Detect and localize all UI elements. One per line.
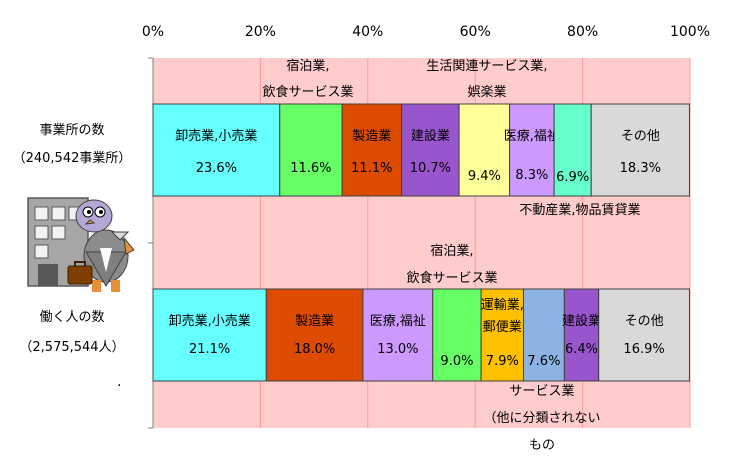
annotations: 宿泊業,飲食サービス業生活関連サービス業,娯楽業不動産業,物品賃貸業宿泊業,飲食… — [262, 58, 640, 453]
pigeon-businessman-illustration — [27, 197, 135, 292]
annotation-label: 宿泊業, — [286, 58, 329, 74]
segment-name-label: その他 — [625, 314, 664, 329]
segment-name-label: 郵便業 — [483, 319, 522, 335]
segment-value-label: 7.6% — [527, 354, 560, 369]
x-tick-label: 60% — [460, 24, 491, 40]
bar-segment — [152, 288, 267, 382]
annotation-label: 不動産業,物品賃貸業 — [519, 202, 640, 218]
segment-value-label: 6.9% — [556, 170, 589, 185]
segment-value-label: 13.0% — [377, 342, 418, 357]
segment-name-label: 製造業 — [295, 313, 334, 329]
x-tick-label: 80% — [567, 24, 598, 40]
annotation-label: 飲食サービス業 — [406, 270, 497, 286]
annotation-label: もの — [529, 438, 555, 453]
category-label: 事業所の数 — [39, 122, 104, 138]
category-label: （240,542事業所） — [13, 150, 132, 166]
segment-value-label: 9.4% — [468, 169, 501, 184]
bar-segment — [152, 103, 281, 197]
segment-value-label: 11.1% — [351, 161, 392, 176]
bar-segment — [509, 103, 555, 197]
bar-segment — [523, 288, 565, 382]
segment-name-label: 建設業 — [411, 128, 450, 144]
segment-name-label: 卸売業,小売業 — [175, 128, 257, 144]
segment-value-label: 18.3% — [620, 161, 661, 176]
category-label: 働く人の数 — [39, 310, 104, 325]
bar-segment — [553, 103, 592, 197]
segment-name-label: 製造業 — [352, 128, 391, 144]
bar-segment — [590, 103, 690, 197]
bar-segment — [401, 103, 460, 197]
bar-segment — [598, 288, 690, 382]
annotation-label: 宿泊業, — [430, 243, 473, 259]
x-axis-ticks: 0% 20% 40% 60% 80% 100% — [142, 24, 710, 40]
segment-name-label: その他 — [621, 129, 660, 144]
segment-value-label: 11.6% — [290, 161, 331, 176]
bars: 卸売業,小売業 23.6% 11.6% 製造業 11.1% 建設業 10.7% 9.4% 医療,… — [152, 103, 690, 382]
bar-segment — [362, 288, 434, 382]
segment-name-label: 運輸業, — [481, 297, 524, 313]
x-tick-label: 0% — [142, 24, 164, 40]
annotation-label: 娯楽業 — [467, 84, 506, 100]
bar-segment — [563, 288, 600, 382]
category-labels: 事業所の数 （240,542事業所） 働く人の数 （2,575,544人） — [13, 122, 132, 355]
pigeon-icon — [75, 199, 135, 292]
bar-segment — [432, 288, 482, 382]
segment-value-label: 21.1% — [189, 342, 230, 357]
segment-value-label: 9.0% — [440, 354, 473, 369]
segment-value-label: 23.6% — [196, 161, 237, 176]
segment-name-label: 医療,福祉 — [504, 129, 560, 144]
category-label: （2,575,544人） — [19, 340, 124, 355]
x-tick-label: 100% — [670, 24, 710, 40]
annotation-label: サービス業 — [509, 383, 574, 399]
segment-value-label: 10.7% — [410, 161, 451, 176]
x-tick-label: 20% — [245, 24, 276, 40]
annotation-label: 生活関連サービス業, — [426, 58, 547, 74]
annotation-label: （他に分類されない — [483, 411, 600, 426]
segment-value-label: 8.3% — [515, 168, 548, 183]
segment-name-label: 建設業 — [562, 313, 601, 329]
segment-value-label: 6.4% — [565, 342, 598, 357]
x-tick-label: 40% — [352, 24, 383, 40]
stray-dot: . — [117, 374, 121, 390]
bar-segment — [480, 288, 525, 382]
bar-segment — [279, 103, 343, 197]
segment-name-label: 医療,福祉 — [370, 314, 426, 329]
annotation-label: 飲食サービス業 — [262, 84, 353, 100]
bar-segment — [265, 288, 364, 382]
segment-value-label: 18.0% — [294, 342, 335, 357]
segment-name-label: 卸売業,小売業 — [169, 313, 251, 329]
segment-value-label: 16.9% — [623, 342, 664, 357]
segment-value-label: 7.9% — [486, 354, 519, 369]
briefcase-icon — [67, 261, 93, 285]
bar-segment — [458, 103, 511, 197]
bar-segment — [341, 103, 403, 197]
